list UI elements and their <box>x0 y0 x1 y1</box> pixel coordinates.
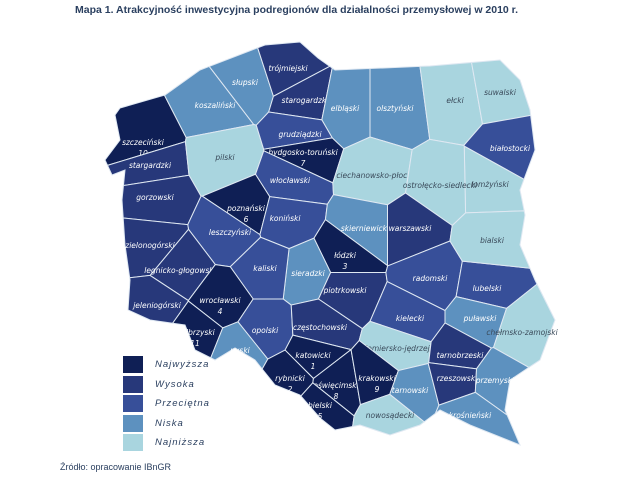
region-label: bielski <box>308 401 333 410</box>
region-suwalski: suwalski <box>470 59 532 125</box>
region-rank: 11 <box>190 339 200 348</box>
region-nyski: nyski <box>210 321 269 370</box>
region-label: poznański <box>226 204 266 213</box>
region-label: nyski <box>230 346 250 355</box>
region-rank: 4 <box>218 307 223 316</box>
map-title: Mapa 1. Atrakcyjność inwestycyjna podreg… <box>75 4 519 16</box>
region-label: sieradzki <box>291 269 325 278</box>
region-rank: 1 <box>311 362 316 371</box>
region-label: koniński <box>270 214 302 223</box>
legend-label: Najniższa <box>155 437 206 449</box>
region-label: ciechanowsko-płocki <box>336 171 414 180</box>
legend-label: Przeciętna <box>155 398 210 410</box>
region-shape <box>210 321 269 370</box>
region-shape <box>449 210 531 269</box>
region-label: częstochowski <box>293 323 348 332</box>
region-label: krośnieński <box>449 411 492 420</box>
region-label: radomski <box>413 274 449 283</box>
region-label: stargardzki <box>129 161 172 170</box>
region-label: warszawski <box>389 224 433 233</box>
region-label: trójmiejski <box>268 64 308 73</box>
legend-swatch <box>123 375 143 393</box>
region-label: pilski <box>214 153 235 162</box>
region-krosnienski: krośnieński <box>434 391 521 446</box>
region-label: białostocki <box>490 144 531 153</box>
legend-item-niska: Niska <box>123 414 210 434</box>
region-label: suwalski <box>484 88 517 97</box>
region-label: gorzowski <box>136 193 174 202</box>
region-label: lubelski <box>473 284 503 293</box>
legend-swatch <box>123 356 143 374</box>
region-label: łomżyński <box>471 180 509 189</box>
region-label: rybnicki <box>275 374 306 383</box>
region-label: bydgosko-toruński <box>268 148 338 157</box>
region-label: katowicki <box>295 351 331 360</box>
region-label: opolski <box>252 326 279 335</box>
region-label: piotrkowski <box>323 286 368 295</box>
region-label: sandomiersko-jędrzejowski <box>349 344 451 353</box>
legend-swatch <box>123 395 143 413</box>
region-label: leszczyński <box>209 228 252 237</box>
region-label: łódzki <box>334 251 357 260</box>
region-label: bialski <box>480 236 505 245</box>
region-label: ełcki <box>446 96 464 105</box>
region-label: oświęcimski <box>313 381 359 390</box>
region-label: włocławski <box>270 176 311 185</box>
legend-label: Najwyższa <box>155 359 210 371</box>
region-shape <box>434 391 521 446</box>
region-label: grudziądzki <box>278 130 322 139</box>
region-label: wrocławski <box>199 296 241 305</box>
region-label: skierniewicki <box>341 224 390 233</box>
legend-swatch <box>123 434 143 452</box>
legend-item-przecietna: Przeciętna <box>123 394 210 414</box>
legend-label: Niska <box>155 417 184 429</box>
legend: Najwyższa Wysoka Przeciętna Niska Najniż… <box>123 355 210 453</box>
legend-item-najwyzsza: Najwyższa <box>123 355 210 375</box>
region-label: przemyski <box>475 376 515 385</box>
region-elcki: ełcki <box>419 61 484 146</box>
region-rank: 2 <box>288 385 293 394</box>
region-label: kaliski <box>253 264 277 273</box>
region-label: tarnobrzeski <box>437 351 485 360</box>
region-label: ostrołęcko-siedlecki <box>403 181 478 190</box>
region-rank: 3 <box>343 262 348 271</box>
legend-item-wysoka: Wysoka <box>123 375 210 395</box>
region-rank: 10 <box>138 149 148 158</box>
region-label: puławski <box>463 314 498 323</box>
region-grudziadzki: grudziądzki <box>255 111 334 150</box>
legend-label: Wysoka <box>155 378 195 390</box>
region-label: jeleniogórski <box>132 301 182 310</box>
region-label: zielonogórski <box>124 241 175 250</box>
region-shape <box>352 393 426 436</box>
region-rank: 9 <box>375 385 380 394</box>
region-label: słupski <box>232 78 259 87</box>
region-olsztynski: olsztyński <box>369 65 431 151</box>
region-rank: 7 <box>301 159 306 168</box>
region-label: olsztyński <box>377 104 415 113</box>
legend-swatch <box>123 414 143 432</box>
region-label: koszaliński <box>195 101 237 110</box>
region-shape <box>255 111 334 150</box>
legend-item-najnizsza: Najniższa <box>123 433 210 453</box>
region-label: wałbrzyski <box>175 328 215 337</box>
region-label: legnicko-głogowski <box>144 266 216 275</box>
region-label: nowosądecki <box>366 411 415 420</box>
source-note: Źródło: opracowanie IBnGR <box>60 462 172 472</box>
region-label: rzeszowski <box>437 374 478 383</box>
region-label: tarnowski <box>392 386 429 395</box>
region-label: chełmsko-zamojski <box>486 328 558 337</box>
region-rank: 5 <box>318 412 323 421</box>
region-label: starogardzki <box>282 96 330 105</box>
region-label: krakowski <box>358 374 396 383</box>
region-nowosadecki: nowosądecki <box>352 393 426 436</box>
region-rank: 6 <box>244 215 249 224</box>
region-bialski: bialski <box>449 210 531 269</box>
region-rank: 8 <box>334 392 339 401</box>
region-label: szczeciński <box>122 138 165 147</box>
region-label: elbląski <box>331 104 360 113</box>
region-label: kielecki <box>396 314 425 323</box>
